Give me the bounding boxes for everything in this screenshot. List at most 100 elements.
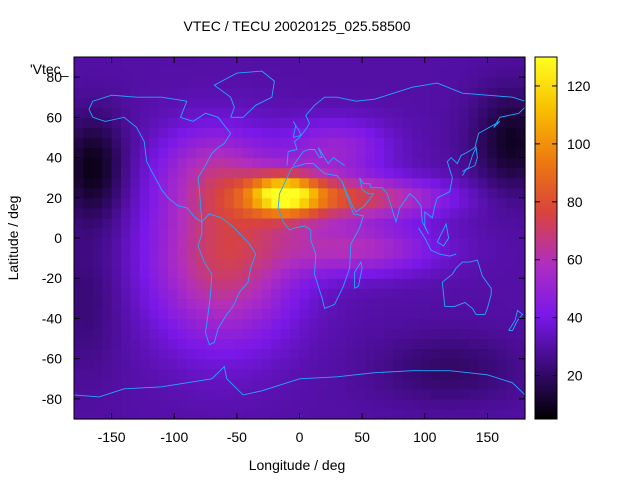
- heatmap-cell: [402, 348, 413, 360]
- heatmap-cell: [431, 288, 442, 299]
- heatmap-cell: [120, 258, 131, 269]
- heatmap-cell: [102, 278, 113, 289]
- heatmap-cell: [412, 248, 423, 259]
- heatmap-cell: [393, 238, 404, 249]
- heatmap-cell: [196, 398, 207, 410]
- heatmap-cell: [496, 248, 507, 259]
- heatmap-cell: [365, 117, 376, 128]
- heatmap-cell: [271, 227, 282, 239]
- heatmap-cell: [374, 258, 385, 269]
- heatmap-cell: [280, 187, 291, 199]
- heatmap-cell: [506, 388, 517, 400]
- heatmap-cell: [290, 268, 301, 279]
- heatmap-cell: [252, 147, 263, 159]
- heatmap-cell: [355, 197, 366, 209]
- heatmap-cell: [515, 167, 526, 179]
- heatmap-cell: [243, 368, 254, 380]
- heatmap-cell: [280, 127, 291, 139]
- heatmap-cell: [318, 207, 329, 219]
- heatmap-cell: [337, 238, 348, 249]
- heatmap-cell: [149, 107, 160, 118]
- heatmap-cell: [177, 348, 188, 360]
- heatmap-cell: [412, 127, 423, 139]
- heatmap-cell: [158, 358, 169, 370]
- heatmap-cell: [496, 378, 507, 390]
- heatmap-cell: [421, 248, 432, 259]
- colorbar-tick-label: 100: [567, 136, 591, 152]
- heatmap-cell: [402, 137, 413, 149]
- heatmap-cell: [205, 207, 216, 219]
- heatmap-cell: [421, 97, 432, 108]
- heatmap-cell: [139, 97, 150, 108]
- heatmap-cell: [299, 368, 310, 380]
- heatmap-cell: [271, 338, 282, 350]
- heatmap-cell: [421, 268, 432, 279]
- heatmap-cell: [102, 298, 113, 309]
- heatmap-cell: [167, 298, 178, 309]
- heatmap-cell: [120, 398, 131, 410]
- heatmap-cell: [308, 87, 319, 98]
- heatmap-cell: [431, 278, 442, 289]
- heatmap-cell: [186, 318, 197, 330]
- heatmap-cell: [506, 57, 517, 68]
- heatmap-cell: [468, 348, 479, 360]
- heatmap-cell: [496, 217, 507, 229]
- heatmap-cell: [167, 238, 178, 249]
- heatmap-cell: [74, 57, 84, 68]
- heatmap-cell: [506, 268, 517, 279]
- heatmap-cell: [243, 308, 254, 320]
- heatmap-cell: [280, 117, 291, 128]
- heatmap-cell: [449, 248, 460, 259]
- heatmap-cell: [233, 278, 244, 289]
- coastline: [292, 147, 345, 166]
- heatmap-cell: [506, 167, 517, 179]
- heatmap-cell: [186, 328, 197, 340]
- heatmap-cell: [261, 147, 272, 159]
- heatmap-cell: [261, 238, 272, 249]
- heatmap-cell: [318, 248, 329, 259]
- heatmap-cell: [449, 318, 460, 330]
- heatmap-cell: [440, 107, 451, 118]
- heatmap-cell: [487, 197, 498, 209]
- heatmap-cell: [74, 227, 84, 239]
- heatmap-cell: [478, 137, 489, 149]
- heatmap-cell: [449, 298, 460, 309]
- heatmap-cell: [139, 398, 150, 410]
- heatmap-cell: [149, 87, 160, 98]
- heatmap-cell: [120, 338, 131, 350]
- heatmap-cell: [318, 117, 329, 128]
- colorbar-tick-label: 120: [567, 78, 591, 94]
- heatmap-cell: [252, 338, 263, 350]
- heatmap-cell: [120, 67, 131, 78]
- coastline: [418, 227, 457, 257]
- heatmap-cell: [280, 157, 291, 169]
- heatmap-cell: [252, 348, 263, 360]
- heatmap-cell: [149, 398, 160, 410]
- heatmap-cell: [384, 217, 395, 229]
- heatmap-cell: [355, 288, 366, 299]
- heatmap-cell: [468, 167, 479, 179]
- heatmap-cell: [459, 318, 470, 330]
- heatmap-cell: [92, 298, 103, 309]
- heatmap-cell: [431, 368, 442, 380]
- heatmap-cell: [196, 268, 207, 279]
- heatmap-cell: [139, 227, 150, 239]
- heatmap-cell: [515, 378, 526, 390]
- heatmap-cell: [393, 57, 404, 68]
- heatmap-cell: [186, 278, 197, 289]
- heatmap-cell: [337, 157, 348, 169]
- heatmap-cell: [92, 127, 103, 139]
- heatmap-cell: [186, 288, 197, 299]
- heatmap-cell: [158, 97, 169, 108]
- heatmap-cell: [496, 298, 507, 309]
- heatmap-cell: [290, 318, 301, 330]
- heatmap-cell: [186, 77, 197, 88]
- heatmap-cell: [290, 97, 301, 108]
- heatmap-cell: [337, 57, 348, 68]
- heatmap-cell: [318, 177, 329, 189]
- heatmap-cell: [440, 248, 451, 259]
- heatmap-cell: [233, 147, 244, 159]
- heatmap-cell: [177, 398, 188, 410]
- heatmap-cell: [233, 388, 244, 400]
- heatmap-cell: [83, 217, 94, 229]
